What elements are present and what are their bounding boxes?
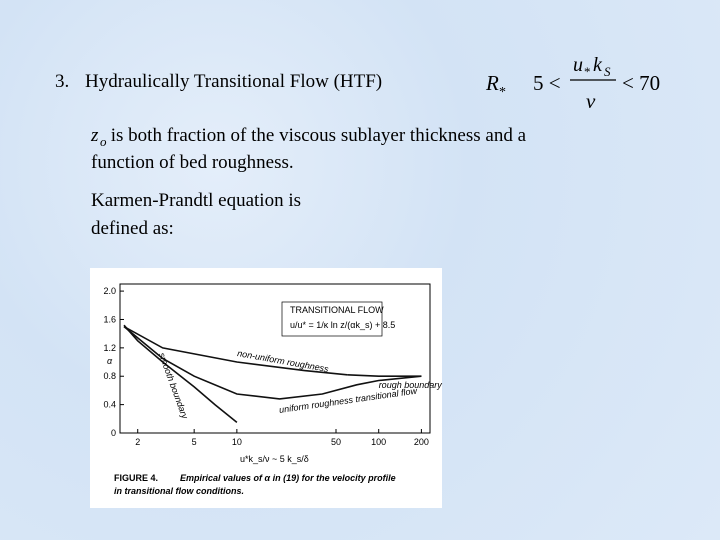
x-tick-label: 50 xyxy=(331,437,341,447)
formula-u: u xyxy=(573,54,583,76)
para-text: Karmen-Prandtl equation is xyxy=(91,190,301,211)
figure: TRANSITIONAL FLOW u/u* = 1/κ ln z/(αk_s)… xyxy=(90,268,442,508)
caption: Empirical values of α in (19) for the ve… xyxy=(180,473,396,483)
figure-background xyxy=(90,268,442,508)
x-label: u*k_s/ν ~ 5 k_s/δ xyxy=(240,454,309,464)
para-text: defined as: xyxy=(91,218,174,239)
curve xyxy=(123,324,238,424)
x-tick-label: 5 xyxy=(192,437,197,447)
para-text: is both fraction of the viscous sublayer… xyxy=(106,125,527,146)
y-tick-label: 0.8 xyxy=(103,371,116,381)
heading-title: Hydraulically Transitional Flow (HTF) xyxy=(85,71,382,92)
heading-number: 3. xyxy=(55,71,69,92)
x-tick-label: 100 xyxy=(371,437,386,447)
curve-label: rough boundary xyxy=(379,380,443,390)
formula-den: ν xyxy=(586,89,596,113)
caption: in transitional flow conditions. xyxy=(114,486,244,496)
curve xyxy=(123,325,348,376)
formula-k: k xyxy=(593,54,603,76)
y-tick-label: 1.2 xyxy=(103,343,116,353)
formula-symbol-sub: * xyxy=(499,85,506,100)
caption-label: FIGURE 4. xyxy=(114,473,158,483)
x-tick-label: 2 xyxy=(135,437,140,447)
para-text: function of bed roughness. xyxy=(91,152,294,173)
formula-u-sub: * xyxy=(584,64,591,79)
formula-upper: < 70 xyxy=(622,71,660,95)
x-tick-label: 200 xyxy=(414,437,429,447)
y-label: α xyxy=(107,356,113,366)
curve xyxy=(123,325,422,400)
formula-k-sub: S xyxy=(604,64,611,79)
para-var: z xyxy=(90,125,99,146)
legend-box xyxy=(281,301,383,337)
box-title: TRANSITIONAL FLOW xyxy=(290,305,384,315)
plot-frame xyxy=(119,283,431,434)
box-formula: u/u* = 1/κ ln z/(αk_s) + 8.5 xyxy=(290,320,395,330)
y-tick-label: 2.0 xyxy=(103,286,116,296)
x-tick-label: 10 xyxy=(232,437,242,447)
y-tick-label: 0.4 xyxy=(103,400,116,410)
y-tick-label: 1.6 xyxy=(103,314,116,324)
curve xyxy=(347,374,422,377)
formula-symbol: R xyxy=(485,71,499,95)
para-var-sub: o xyxy=(100,134,107,149)
formula-lower: 5 < xyxy=(533,71,561,95)
y-tick-label: 0 xyxy=(111,428,116,438)
